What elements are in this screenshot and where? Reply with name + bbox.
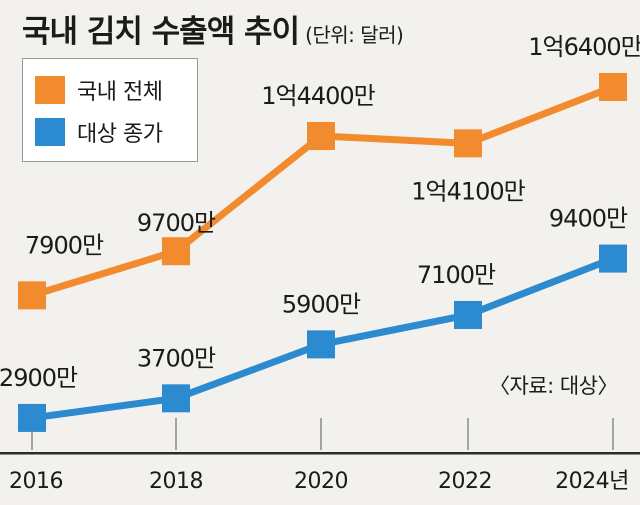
- chart-title-block: 국내 김치 수출액 추이 (단위: 달러): [22, 6, 404, 51]
- data-label: 1억4100만: [411, 177, 525, 205]
- source-note: 〈자료: 대상〉: [488, 374, 619, 398]
- data-point: [454, 129, 482, 158]
- data-point: [162, 237, 190, 266]
- data-label: 1억4400만: [261, 82, 375, 110]
- data-label: 3700만: [137, 344, 216, 372]
- data-point: [599, 244, 627, 273]
- legend-item-domestic-total: 국내 전체: [35, 75, 163, 105]
- data-point: [18, 403, 46, 432]
- legend-swatch-orange: [35, 76, 65, 104]
- legend-label: 대상 종가: [77, 122, 163, 147]
- legend-swatch-blue: [35, 118, 65, 146]
- data-point: [307, 122, 335, 150]
- legend-item-daesang-jongga: 대상 종가: [35, 117, 163, 147]
- chart-title: 국내 김치 수출액 추이: [22, 14, 300, 50]
- x-axis-line: [0, 452, 640, 455]
- x-tick-label: 2024년: [555, 469, 629, 494]
- x-tick-label: 2016: [9, 469, 63, 494]
- data-label: 7900만: [25, 231, 104, 259]
- data-point: [307, 330, 335, 359]
- x-tick-label: 2018: [149, 469, 203, 494]
- data-point: [162, 384, 190, 413]
- data-label: 1억6400만: [528, 33, 640, 61]
- unit-note: (단위: 달러): [305, 23, 404, 47]
- data-label: 9400만: [549, 205, 628, 233]
- x-tick-label: 2020: [294, 469, 348, 494]
- data-label: 9700만: [137, 209, 216, 237]
- data-point: [18, 281, 46, 310]
- data-point: [454, 300, 482, 329]
- data-label: 2900만: [0, 364, 78, 392]
- x-tick-label: 2022: [438, 469, 492, 494]
- data-label: 7100만: [417, 261, 496, 289]
- data-point: [599, 72, 627, 101]
- legend-label: 국내 전체: [77, 80, 163, 105]
- legend: 국내 전체 대상 종가: [22, 58, 198, 162]
- data-label: 5900만: [282, 290, 361, 318]
